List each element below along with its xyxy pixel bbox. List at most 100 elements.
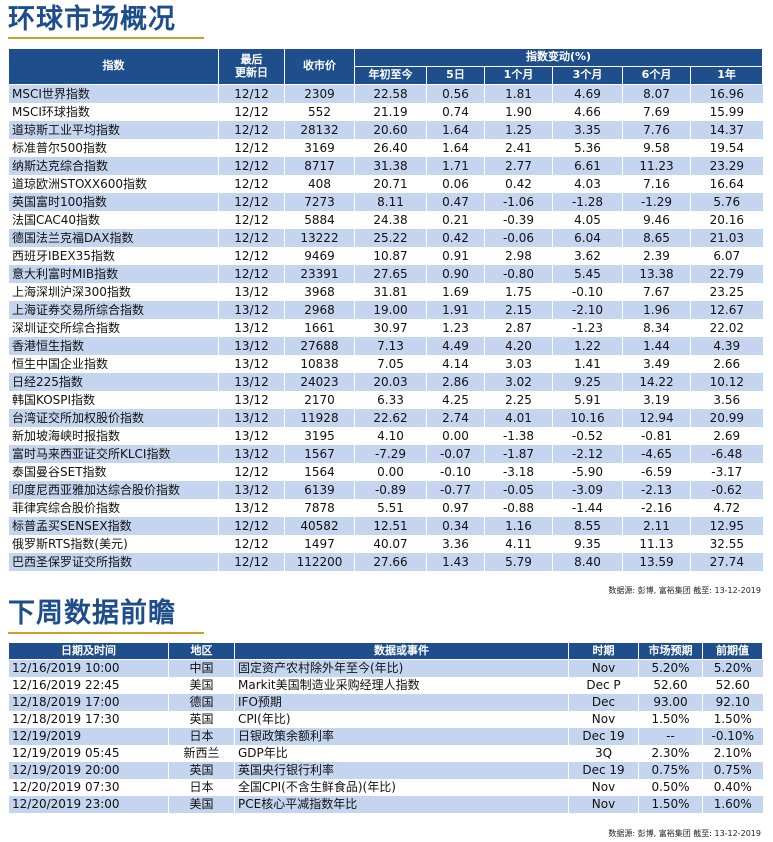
- index-name-cell: 新加坡海峡时报指数: [8, 427, 219, 445]
- forecast-cell: 0.75%: [638, 762, 703, 779]
- previous-cell: -0.10%: [702, 728, 763, 745]
- last-update-cell: 13/12: [218, 499, 285, 517]
- 1y-cell: 12.67: [689, 301, 763, 319]
- last-update-cell: 12/12: [218, 247, 285, 265]
- 1y-cell: 2.69: [689, 427, 763, 445]
- previous-cell: 92.10: [702, 694, 763, 711]
- ytd-cell: 27.66: [354, 553, 427, 571]
- 5d-cell: 1.71: [426, 157, 485, 175]
- 3m-cell: 9.25: [552, 373, 623, 391]
- region-cell: 德国: [168, 694, 235, 711]
- close-cell: 24023: [284, 373, 355, 391]
- close-cell: 8717: [284, 157, 355, 175]
- 1y-cell: 10.12: [689, 373, 763, 391]
- 5d-cell: -0.77: [426, 481, 485, 499]
- last-update-cell: 13/12: [218, 373, 285, 391]
- table-row: 12/16/2019 22:45 美国 Markit美国制造业采购经理人指数 Dec …: [8, 677, 763, 694]
- 3m-cell: -2.12: [552, 445, 623, 463]
- index-name-cell: 富时马来西亚证交所KLCI指数: [8, 445, 219, 463]
- 1m-cell: 4.20: [484, 337, 553, 355]
- table-row: 12/18/2019 17:00 德国 IFO预期 Dec 93.00 92.10: [8, 694, 763, 711]
- header-last-update: 最后 更新日: [218, 48, 285, 85]
- event-cell: IFO预期: [234, 694, 569, 711]
- last-update-cell: 12/12: [218, 229, 285, 247]
- header-close: 收市价: [284, 48, 355, 85]
- 5d-cell: 1.23: [426, 319, 485, 337]
- index-name-cell: 香港恒生指数: [8, 337, 219, 355]
- 6m-cell: 8.34: [622, 319, 691, 337]
- 5d-cell: 0.47: [426, 193, 485, 211]
- index-name-cell: 标准普尔500指数: [8, 139, 219, 157]
- region-cell: 新西兰: [168, 745, 235, 762]
- index-name-cell: 台湾证交所加权股价指数: [8, 409, 219, 427]
- 1m-cell: 1.90: [484, 103, 553, 121]
- close-cell: 112200: [284, 553, 355, 571]
- region-cell: 日本: [168, 779, 235, 796]
- datetime-cell: 12/16/2019 10:00: [8, 659, 169, 677]
- 1y-cell: 12.95: [689, 517, 763, 535]
- last-update-cell: 12/12: [218, 175, 285, 193]
- index-name-cell: 印度尼西亚雅加达综合股价指数: [8, 481, 219, 499]
- header-change-group: 指数变动(%): [353, 48, 764, 67]
- previous-cell: 0.40%: [702, 779, 763, 796]
- period-cell: Dec 19: [568, 728, 639, 745]
- 1m-cell: 3.02: [484, 373, 553, 391]
- period-cell: Nov: [568, 711, 639, 728]
- 1m-cell: -3.18: [484, 463, 553, 481]
- 3m-cell: -0.52: [552, 427, 623, 445]
- index-name-cell: 上海证券交易所综合指数: [8, 301, 219, 319]
- 6m-cell: 11.13: [622, 535, 691, 553]
- last-update-cell: 13/12: [218, 481, 285, 499]
- 6m-cell: 3.19: [622, 391, 691, 409]
- table-row: 道琼斯工业平均指数 12/12 28132 20.60 1.64 1.25 3.35 7.76…: [8, 121, 763, 139]
- header-1m: 1个月: [484, 66, 553, 85]
- 5d-cell: -0.10: [426, 463, 485, 481]
- 3m-cell: -5.90: [552, 463, 623, 481]
- 3m-cell: 6.04: [552, 229, 623, 247]
- close-cell: 3169: [284, 139, 355, 157]
- close-cell: 1567: [284, 445, 355, 463]
- event-cell: 英国央行银行利率: [234, 762, 569, 779]
- ytd-cell: 31.38: [354, 157, 427, 175]
- 6m-cell: -6.59: [622, 463, 691, 481]
- table-row: 道琼欧洲STOXX600指数 12/12 408 20.71 0.06 0.42 4.03 7…: [8, 175, 763, 193]
- 5d-cell: 0.42: [426, 229, 485, 247]
- 1m-cell: 1.81: [484, 84, 553, 103]
- header-3m: 3个月: [552, 66, 623, 85]
- 5d-cell: 0.91: [426, 247, 485, 265]
- 1m-cell: -1.87: [484, 445, 553, 463]
- header-period: 时期: [568, 642, 639, 660]
- last-update-cell: 12/12: [218, 103, 285, 121]
- table-row: 深圳证交所综合指数 13/12 1661 30.97 1.23 2.87 -1.23 8.34…: [8, 319, 763, 337]
- close-cell: 1497: [284, 535, 355, 553]
- index-name-cell: 标普孟买SENSEX指数: [8, 517, 219, 535]
- 1y-cell: 2.66: [689, 355, 763, 373]
- close-cell: 5884: [284, 211, 355, 229]
- forecast-cell: 2.30%: [638, 745, 703, 762]
- 1y-cell: 16.64: [689, 175, 763, 193]
- close-cell: 552: [284, 103, 355, 121]
- 1m-cell: 4.11: [484, 535, 553, 553]
- 1y-cell: 6.07: [689, 247, 763, 265]
- 3m-cell: 5.36: [552, 139, 623, 157]
- period-cell: Dec P: [568, 677, 639, 694]
- region-cell: 美国: [168, 796, 235, 813]
- index-name-cell: 俄罗斯RTS指数(美元): [8, 535, 219, 553]
- 1y-cell: -3.17: [689, 463, 763, 481]
- datetime-cell: 12/19/2019 20:00: [8, 762, 169, 779]
- 5d-cell: 0.97: [426, 499, 485, 517]
- index-name-cell: 西班牙IBEX35指数: [8, 247, 219, 265]
- ytd-cell: 5.51: [354, 499, 427, 517]
- events-source-note: 数据源: 彭博, 富裕集团 截至: 13-12-2019: [608, 829, 761, 838]
- period-cell: Dec 19: [568, 762, 639, 779]
- index-name-cell: 泰国曼谷SET指数: [8, 463, 219, 481]
- table-row: 印度尼西亚雅加达综合股价指数 13/12 6139 -0.89 -0.77 -0.05 -3…: [8, 481, 763, 499]
- event-cell: GDP年比: [234, 745, 569, 762]
- close-cell: 408: [284, 175, 355, 193]
- table-row: 12/19/2019 05:45 新西兰 GDP年比 3Q 2.30% 2.10%: [8, 745, 763, 762]
- 3m-cell: 10.16: [552, 409, 623, 427]
- 1y-cell: 3.56: [689, 391, 763, 409]
- last-update-cell: 12/12: [218, 265, 285, 283]
- period-cell: Dec: [568, 694, 639, 711]
- datetime-cell: 12/20/2019 23:00: [8, 796, 169, 813]
